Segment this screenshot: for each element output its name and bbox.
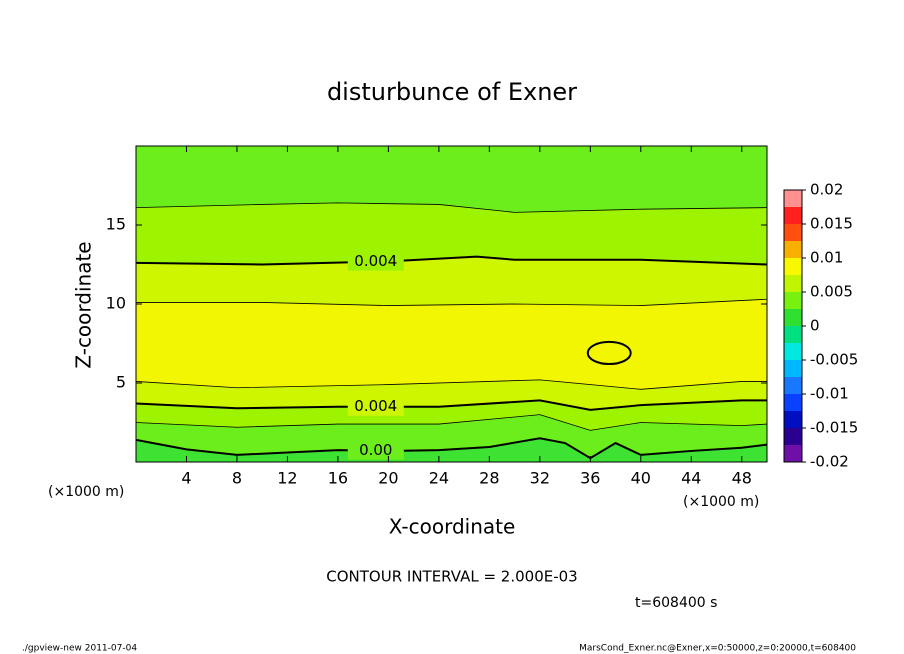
x-tick-label: 20 xyxy=(378,469,398,488)
contour-fill xyxy=(135,145,768,213)
x-tick-label: 36 xyxy=(580,469,600,488)
contour-label: 0.004 xyxy=(354,397,397,415)
x-unit: (×1000 m) xyxy=(683,494,759,510)
contour-label: 0.004 xyxy=(354,252,397,270)
colorbar-tick-label: 0 xyxy=(810,317,820,335)
footer: ./gpview-new 2011-07-04 xyxy=(22,644,137,654)
x-tick-label: 24 xyxy=(429,469,449,488)
y-axis-label: Z-coordinate xyxy=(72,241,96,368)
contour-line xyxy=(135,414,768,431)
colorbar-tick-label: 0.005 xyxy=(810,283,853,301)
colorbar-segment xyxy=(784,326,802,343)
colorbar-tick-label: 0.015 xyxy=(810,215,853,233)
contour-label-bg xyxy=(347,397,404,416)
colorbar-segment xyxy=(784,360,802,377)
x-tick-label: 48 xyxy=(732,469,752,488)
colorbar-tick-label: -0.005 xyxy=(810,351,858,369)
colorbar-tick-label: 0.01 xyxy=(810,249,843,267)
colorbar-segment xyxy=(784,428,802,445)
contour-fill xyxy=(135,298,768,390)
x-tick-label: 4 xyxy=(181,469,191,488)
colorbar-segment xyxy=(784,258,802,275)
colorbar-segment xyxy=(784,207,802,224)
contour-line xyxy=(135,399,767,411)
colorbar-segment xyxy=(784,377,802,394)
x-unit: (×1000 m) xyxy=(48,484,124,500)
colorbar-tick-label: -0.015 xyxy=(810,419,858,437)
x-tick-label: 32 xyxy=(530,469,550,488)
contour-interval: CONTOUR INTERVAL = 2.000E-03 xyxy=(326,568,577,586)
colorbar-tick-label: 0.02 xyxy=(810,181,843,199)
contour-line xyxy=(135,437,768,460)
closed-contour xyxy=(586,340,632,366)
contour-label-bg xyxy=(347,252,404,271)
y-tick-label: 5 xyxy=(116,373,126,392)
colorbar-tick-label: -0.02 xyxy=(810,453,849,471)
colorbar-segment xyxy=(784,309,802,326)
colorbar-segment xyxy=(784,292,802,309)
x-tick-label: 28 xyxy=(479,469,499,488)
x-tick-label: 16 xyxy=(328,469,348,488)
contour-fill xyxy=(135,202,768,265)
x-tick-label: 44 xyxy=(681,469,701,488)
contour-label-bg xyxy=(347,441,404,460)
contour-line xyxy=(135,202,768,213)
colorbar-segment xyxy=(784,224,802,241)
time-label: t=608400 s xyxy=(635,595,717,611)
colorbar-segment xyxy=(784,241,802,258)
x-axis-label: X-coordinate xyxy=(389,515,516,539)
contour-line xyxy=(135,379,767,390)
colorbar-segment xyxy=(784,394,802,411)
colorbar-segment xyxy=(784,275,802,292)
contour-label: 0.00 xyxy=(359,441,392,459)
chart-title: disturbunce of Exner xyxy=(327,78,577,106)
colorbar-segment xyxy=(784,343,802,360)
footer: MarsCond_Exner.nc@Exner,x=0:50000,z=0:20… xyxy=(579,644,856,654)
colorbar-segment xyxy=(784,411,802,428)
colorbar-segment xyxy=(784,190,802,207)
y-tick-label: 10 xyxy=(106,294,126,313)
contour-line xyxy=(136,298,768,306)
x-tick-label: 40 xyxy=(631,469,651,488)
y-tick-label: 15 xyxy=(106,215,126,234)
contour-line xyxy=(135,255,768,266)
colorbar-tick-label: -0.01 xyxy=(810,385,849,403)
x-tick-label: 8 xyxy=(232,469,242,488)
colorbar-segment xyxy=(784,445,802,462)
x-tick-label: 12 xyxy=(277,469,297,488)
